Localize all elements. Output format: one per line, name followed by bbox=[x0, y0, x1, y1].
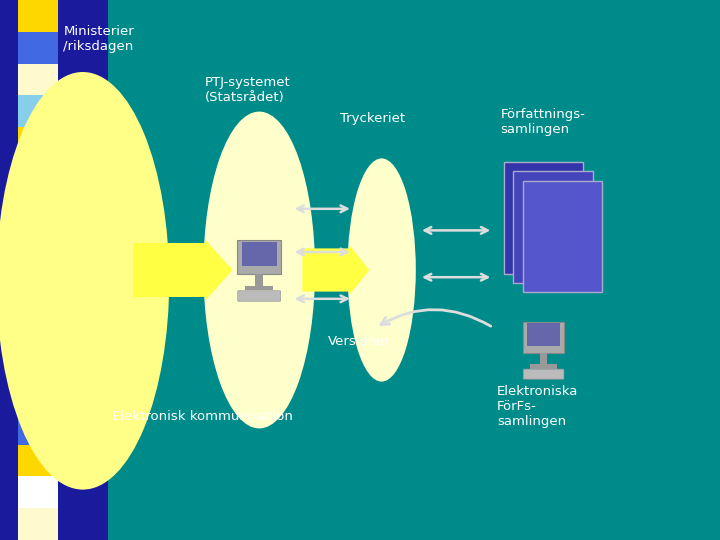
Bar bbox=[242, 241, 276, 266]
Bar bbox=[527, 323, 560, 346]
Bar bbox=[18, 349, 58, 381]
Bar bbox=[245, 286, 274, 290]
Text: Versioner: Versioner bbox=[328, 335, 390, 348]
Bar bbox=[18, 32, 58, 64]
Text: Elektroniska
FörFs-
samlingen: Elektroniska FörFs- samlingen bbox=[497, 385, 578, 428]
Text: Elektronisk kommunikation: Elektronisk kommunikation bbox=[112, 410, 292, 423]
Bar bbox=[540, 353, 547, 365]
Bar bbox=[237, 240, 282, 274]
Bar bbox=[18, 159, 58, 191]
Bar bbox=[18, 254, 58, 286]
Ellipse shape bbox=[0, 72, 169, 490]
Bar bbox=[18, 191, 58, 222]
Bar bbox=[523, 321, 564, 353]
Ellipse shape bbox=[347, 158, 416, 382]
Bar bbox=[18, 381, 58, 413]
FancyArrow shape bbox=[133, 239, 233, 301]
Bar bbox=[513, 171, 593, 283]
Bar bbox=[18, 222, 58, 254]
Bar bbox=[18, 413, 58, 445]
Text: Ministerier
/riksdagen: Ministerier /riksdagen bbox=[63, 25, 134, 53]
Bar bbox=[504, 162, 583, 274]
Bar bbox=[18, 318, 58, 349]
Bar bbox=[256, 274, 263, 286]
Bar bbox=[18, 286, 58, 318]
Bar bbox=[523, 181, 602, 292]
Bar bbox=[18, 95, 58, 127]
Bar bbox=[18, 127, 58, 159]
Text: PTJ-systemet
(Statsrådet): PTJ-systemet (Statsrådet) bbox=[205, 76, 291, 104]
Bar bbox=[18, 445, 58, 476]
FancyBboxPatch shape bbox=[523, 369, 564, 379]
Bar bbox=[18, 64, 58, 95]
Bar bbox=[18, 508, 58, 540]
Bar bbox=[0, 0, 108, 540]
Bar bbox=[18, 476, 58, 508]
Text: Tryckeriet: Tryckeriet bbox=[340, 112, 405, 125]
Text: Författnings-
samlingen: Författnings- samlingen bbox=[500, 108, 585, 136]
FancyBboxPatch shape bbox=[238, 291, 281, 301]
FancyArrow shape bbox=[302, 245, 369, 295]
Bar bbox=[530, 364, 557, 369]
Bar bbox=[18, 0, 58, 32]
Ellipse shape bbox=[203, 112, 315, 428]
